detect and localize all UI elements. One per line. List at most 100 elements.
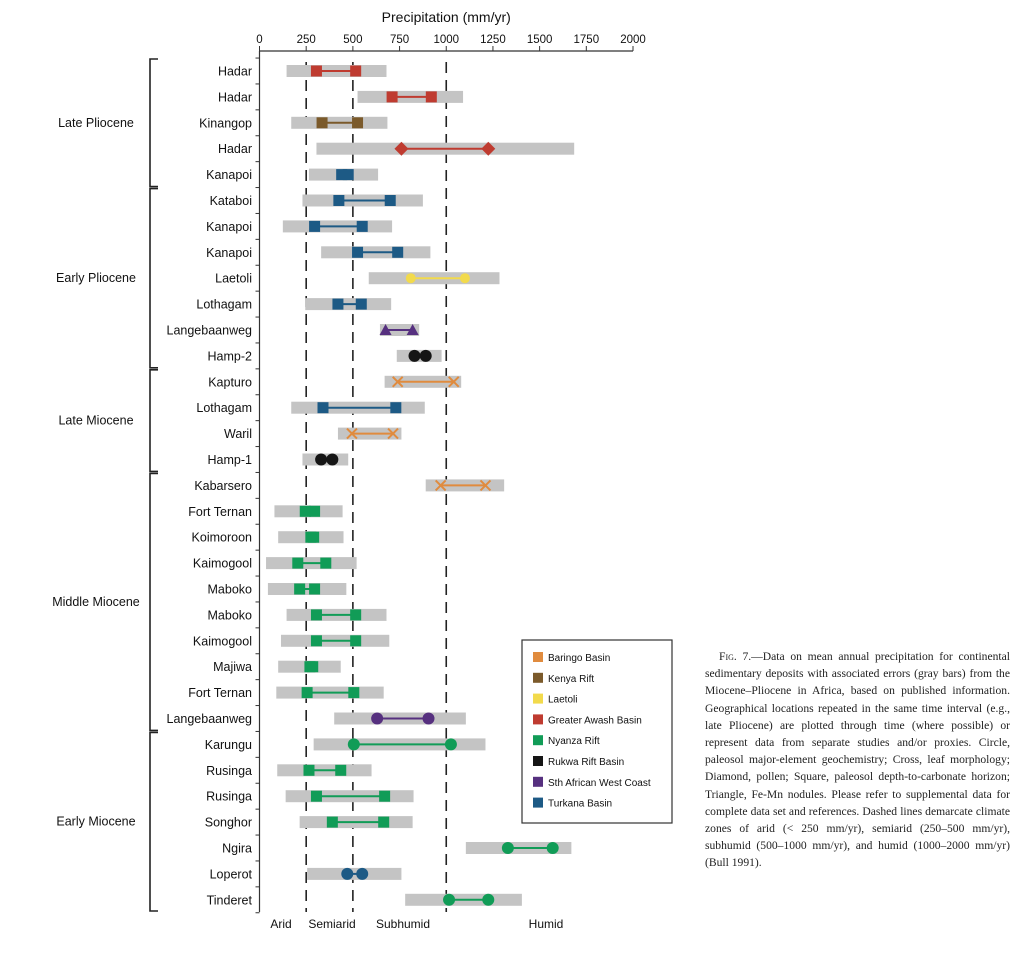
data-row: Kabarsero [194, 479, 505, 493]
site-label: Waril [224, 427, 252, 441]
site-label: Songhor [205, 816, 252, 830]
legend-label: Turkana Basin [548, 799, 612, 810]
square-marker [310, 609, 322, 621]
data-row: Hamp-1 [208, 453, 349, 467]
site-label: Langebaanweg [167, 712, 253, 726]
square-marker [316, 117, 328, 129]
square-marker [342, 169, 354, 181]
x-tick-label: 250 [297, 34, 316, 46]
circle-marker [444, 738, 457, 751]
square-marker [309, 505, 321, 517]
x-tick-label: 0 [256, 34, 262, 46]
group-label: Late Pliocene [58, 116, 134, 130]
square-marker [309, 220, 321, 232]
site-label: Karungu [205, 738, 252, 752]
circle-marker [347, 738, 360, 751]
group-label: Middle Miocene [52, 595, 140, 609]
square-marker [379, 790, 391, 802]
legend-swatch [533, 776, 543, 787]
site-label: Kinangop [199, 116, 252, 130]
legend-label: Greater Awash Basin [548, 715, 642, 726]
circle-marker [501, 842, 514, 854]
site-label: Kapturo [208, 375, 252, 389]
site-label: Rusinga [206, 764, 252, 778]
square-marker [326, 816, 338, 828]
legend-label: Sth African West Coast [548, 778, 651, 789]
group-bracket [149, 58, 158, 188]
data-row: Lothagam [196, 401, 425, 415]
square-marker [310, 635, 322, 647]
group-label: Early Pliocene [56, 271, 136, 285]
site-label: Ngira [222, 842, 252, 856]
data-row: Fort Ternan [188, 505, 343, 519]
x-tick-label: 750 [390, 34, 409, 46]
square-marker [352, 117, 364, 129]
circle-marker [408, 349, 421, 362]
group-bracket [149, 472, 158, 732]
site-label: Kaimogool [193, 557, 252, 571]
circle-marker [482, 893, 495, 906]
site-label: Kanapoi [206, 168, 252, 182]
data-row: Kanapoi [206, 246, 431, 260]
x-tick-label: 1000 [433, 34, 459, 46]
site-label: Kabarsero [194, 479, 252, 493]
data-row: Tinderet [207, 893, 522, 907]
square-marker [310, 65, 322, 77]
site-label: Kanapoi [206, 220, 252, 234]
group-bracket [149, 731, 158, 912]
data-row: Kapturo [208, 375, 462, 389]
legend-label: Baringo Basin [548, 653, 610, 664]
circle-marker [405, 273, 416, 284]
site-label: Loperot [210, 867, 253, 881]
data-row: Hadar [218, 90, 464, 104]
x-tick-label: 2000 [620, 34, 646, 46]
square-marker [350, 635, 362, 647]
circle-marker [371, 712, 384, 725]
x-tick-label: 500 [343, 34, 362, 46]
data-row: Kataboi [210, 194, 423, 208]
cross-marker [391, 376, 404, 388]
cross-marker [346, 427, 358, 440]
square-marker [307, 661, 319, 673]
zone-label-arid: Arid [270, 917, 291, 931]
square-marker [294, 583, 306, 595]
data-row: Kaimogool [193, 557, 357, 571]
site-label: Lothagam [196, 298, 252, 312]
data-row: Laetoli [215, 272, 500, 286]
legend-swatch [533, 735, 543, 746]
site-label: Maboko [208, 583, 253, 597]
site-label: Fort Ternan [188, 505, 252, 519]
group-bracket [149, 369, 158, 473]
square-marker [378, 816, 390, 828]
square-marker [335, 764, 347, 776]
square-marker [320, 557, 332, 569]
circle-marker [356, 867, 369, 880]
group-label: Early Miocene [56, 815, 135, 829]
legend-label: Kenya Rift [548, 674, 594, 685]
data-row: Hamp-2 [208, 349, 442, 363]
circle-marker [419, 349, 432, 362]
square-marker [303, 764, 315, 776]
data-row: Fort Ternan [188, 686, 384, 700]
site-label: Tinderet [207, 893, 253, 907]
square-marker [332, 298, 344, 310]
site-label: Rusinga [206, 790, 252, 804]
zone-label-semiarid: Semiarid [308, 917, 355, 931]
cross-marker [387, 427, 399, 440]
legend-label: Nyanza Rift [548, 736, 600, 747]
data-row: Kinangop [199, 116, 388, 130]
diamond-marker [481, 141, 496, 156]
data-row: Loperot [210, 867, 402, 881]
square-marker [355, 298, 367, 310]
site-label: Fort Ternan [188, 686, 252, 700]
data-row: Hadar [218, 141, 575, 156]
square-marker [348, 687, 360, 699]
circle-marker [315, 453, 328, 466]
circle-marker [459, 273, 470, 284]
square-marker [309, 583, 321, 595]
square-marker [352, 246, 364, 258]
site-label: Koimoroon [192, 531, 252, 545]
data-row: Maboko [208, 608, 387, 622]
legend-swatch [533, 797, 543, 808]
